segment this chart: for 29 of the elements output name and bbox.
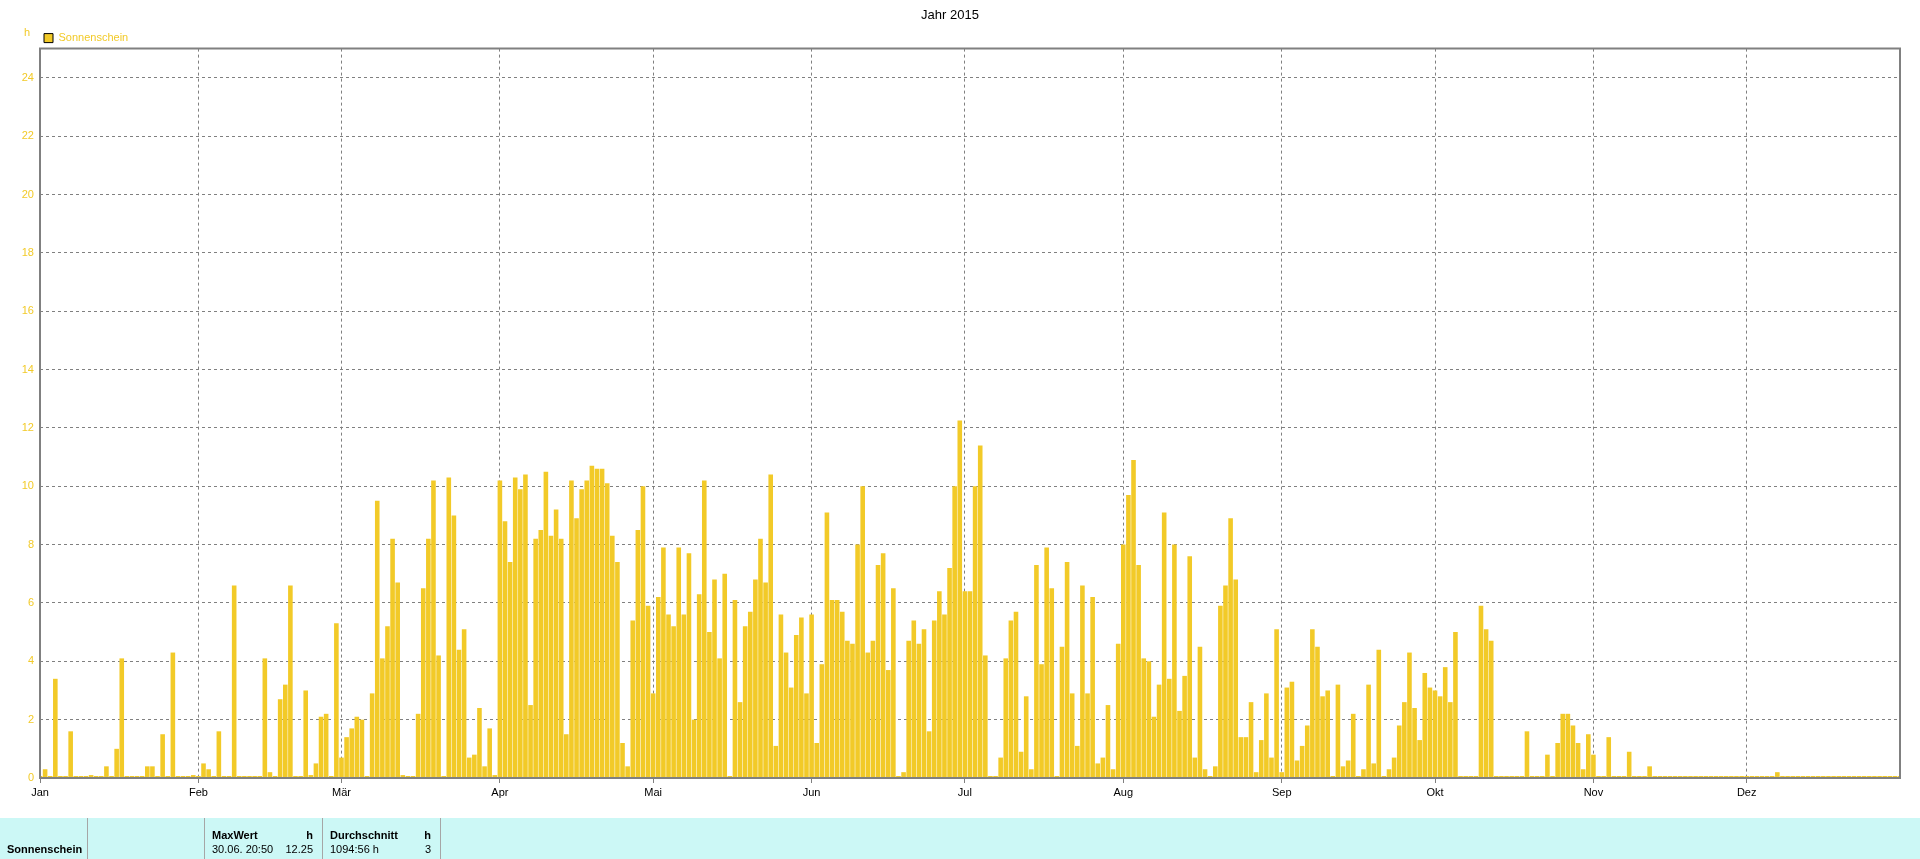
x-tick-label: Jan (31, 785, 49, 798)
legend-label: Sonnenschein (58, 31, 129, 44)
x-tick-label: Aug (1113, 785, 1134, 798)
y-tick-label: 0 (27, 771, 34, 784)
y-tick-label: 8 (27, 537, 34, 550)
y-tick-label: 12 (21, 420, 34, 433)
y-tick-label: 22 (21, 129, 34, 142)
x-tick-label: Mär (332, 785, 352, 798)
x-tick-label: Apr (491, 785, 509, 798)
x-tick-label: Nov (1583, 785, 1604, 798)
x-tick-label: Jul (957, 785, 972, 798)
x-tick-label: Mai (644, 785, 663, 798)
y-tick-label: 20 (21, 187, 34, 200)
summary-panel: Sonnenschein MaxWert h 30.06. 20:50 12.25 Durchschnitt h 1094:56 h 3 (0, 818, 1920, 859)
x-tick-label: Sep (1271, 785, 1292, 798)
y-tick-label: 18 (21, 245, 34, 258)
y-axis-title: h (23, 25, 31, 38)
y-tick-label: 16 (21, 304, 34, 317)
x-tick-label: Feb (188, 785, 208, 798)
x-tick-label: Dez (1736, 785, 1757, 798)
y-tick-label: 2 (27, 712, 34, 725)
y-tick-label: 4 (27, 654, 34, 667)
x-tick-label: Jun (802, 785, 821, 798)
y-tick-label: 6 (27, 595, 34, 608)
y-tick-label: 24 (21, 70, 34, 83)
y-tick-label: 14 (21, 362, 34, 375)
x-tick-label: Okt (1426, 785, 1444, 798)
chart-title: Jahr 2015 (921, 7, 979, 23)
y-tick-label: 10 (21, 479, 34, 492)
